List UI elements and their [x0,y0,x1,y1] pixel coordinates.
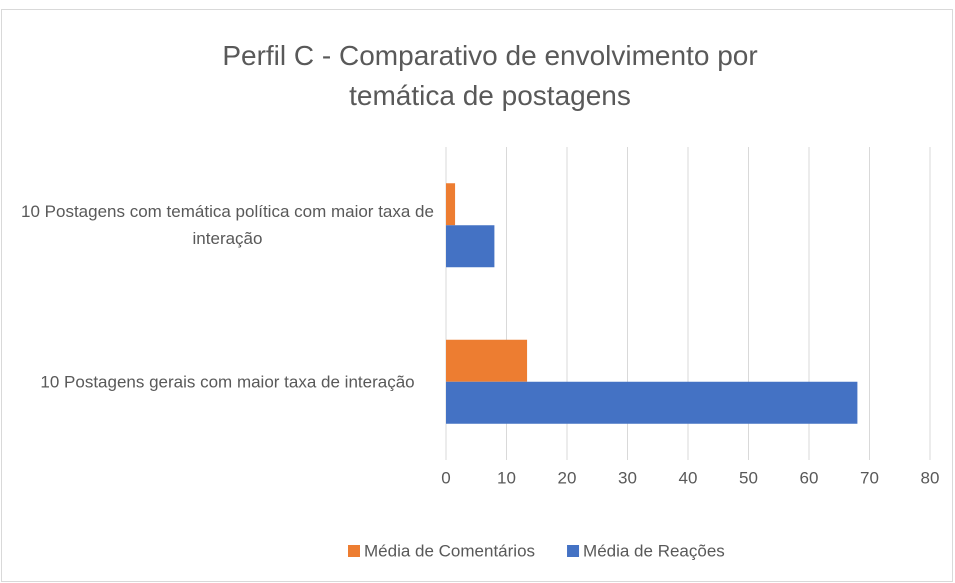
bar [446,339,528,382]
x-tick-label: 0 [441,468,450,487]
chart-title: Perfil C - Comparativo de envolvimento p… [222,40,758,111]
bar [446,225,495,268]
legend-label: Média de Reações [583,541,725,560]
x-tick-label: 20 [558,468,577,487]
chart-border [1,9,953,582]
legend-swatch [567,545,580,557]
x-tick-label: 10 [497,468,516,487]
bar [446,381,858,424]
x-tick-label: 60 [800,468,819,487]
x-tick-label: 30 [618,468,637,487]
x-tick-label: 40 [679,468,698,487]
x-tick-label: 80 [921,468,940,487]
legend-label: Média de Comentários [364,541,535,560]
y-tick-label: 10 Postagens com temática política com m… [21,202,434,249]
x-tick-label: 70 [860,468,879,487]
y-tick-label: 10 Postagens gerais com maior taxa de in… [40,372,415,392]
legend-swatch [348,545,360,557]
x-tick-label: 50 [739,468,758,487]
bar [446,183,456,226]
